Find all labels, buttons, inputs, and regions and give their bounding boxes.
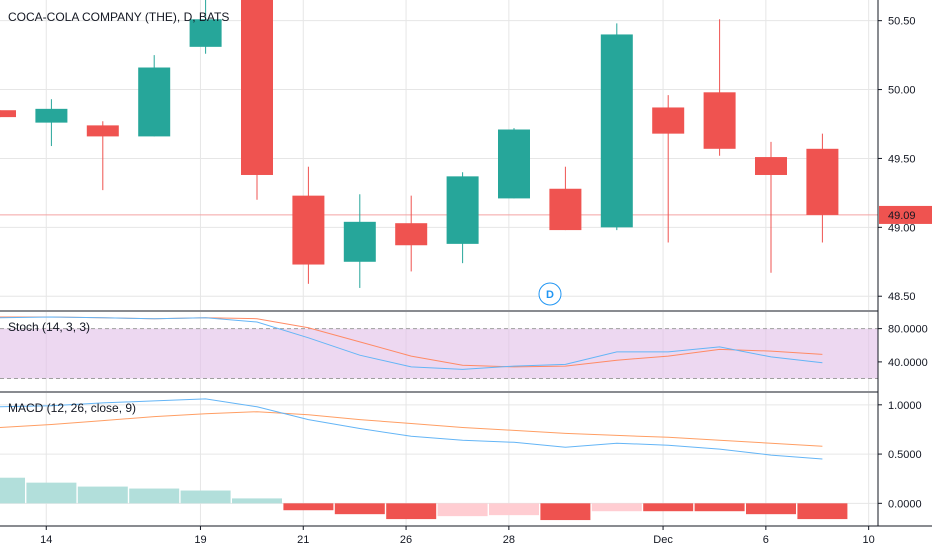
macd-signal-line [0,411,823,447]
time-axis[interactable]: 14 19 21 26 28 Dec 6 10 [0,525,932,546]
candle[interactable] [138,55,171,137]
macd-histogram-bar [26,482,77,504]
candle[interactable] [395,195,428,272]
candle[interactable] [0,110,16,118]
candle[interactable] [755,141,787,273]
stoch-band [0,328,878,379]
candle-body [241,0,273,175]
candle[interactable] [498,128,530,199]
price-axis[interactable]: 48.50 49.00 49.50 50.00 50.50 40.0000 80.0000 0… [877,0,932,526]
candle-body [755,157,787,175]
time-tick-label: 6 [763,534,769,546]
macd-histogram-bar [386,503,437,520]
price-tick-label: 48.50 [888,291,916,303]
candle[interactable] [35,99,68,147]
candle-body [35,108,68,123]
candle-body [292,195,325,265]
candle-body [86,125,119,137]
price-tick-label: 50.00 [888,85,916,97]
macd-histogram-bar [797,503,848,520]
candle-body [189,19,222,47]
candle-body [138,67,171,137]
time-tick-label: 26 [400,534,412,546]
macd-tick-label: 1.0000 [888,400,922,412]
candle[interactable] [86,121,119,191]
macd-pane[interactable]: MACD (12, 26, close, 9) [0,391,878,525]
candle-body [395,223,428,246]
time-tick-label: 21 [297,534,309,546]
candle-body [0,110,16,118]
macd-label: MACD (12, 26, close, 9) [8,401,136,415]
macd-histogram-bar [489,503,539,516]
macd-histogram-bar [283,503,334,511]
price-tick-label: 49.00 [888,222,916,234]
time-tick-label: 19 [194,534,206,546]
stoch-label: Stoch (14, 3, 3) [8,320,90,334]
candle[interactable] [241,0,273,200]
macd-histogram-bar [694,503,745,512]
candle-body [549,188,582,231]
candle[interactable] [189,0,222,54]
dividend-marker[interactable]: D [538,282,562,306]
candle[interactable] [343,194,376,288]
macd-histogram-bar [232,498,282,504]
macd-tick-label: 0.5000 [888,449,922,461]
candle-body [498,129,530,199]
price-tick-label: 50.50 [888,16,916,28]
stoch-tick-label: 80.0000 [888,324,928,336]
price-tick-label: 49.50 [888,153,916,165]
time-tick-label: 10 [863,534,875,546]
macd-histogram-bar [437,503,488,517]
candle[interactable] [703,19,736,156]
candle-body [703,92,736,149]
macd-histogram-bar [129,488,180,504]
time-tick-label: Dec [653,534,673,546]
macd-histogram-bar [591,503,642,512]
dividend-marker-label: D [546,289,554,301]
candle[interactable] [549,166,582,231]
stoch-pane[interactable]: Stoch (14, 3, 3) [0,310,878,391]
macd-histogram-bar [0,477,25,504]
candle-body [806,148,839,215]
last-price-label: 49.09 [888,210,916,222]
macd-histogram-bar [746,503,796,515]
time-tick-label: 28 [503,534,515,546]
last-price-tag: 49.09 [879,205,932,224]
candle-body [652,107,685,134]
candle[interactable] [652,95,685,243]
macd-histogram-bar [540,503,591,521]
chart-title: COCA-COLA COMPANY (THE), D, BATS [8,10,229,24]
candle-body [446,176,479,244]
candle-body [343,221,376,262]
macd-line [0,398,823,460]
candle[interactable] [446,172,479,264]
time-tick-label: 14 [40,534,52,546]
candle[interactable] [600,23,633,231]
macd-histogram-bar [643,503,694,512]
stoch-k-line [0,316,823,370]
macd-histogram-bar [334,503,385,515]
candle-body [600,34,633,228]
price-pane[interactable]: COCA-COLA COMPANY (THE), D, BATS D [0,0,878,310]
macd-histogram-bar [77,486,128,504]
macd-tick-label: 0.0000 [888,498,922,510]
macd-histogram-bar [180,490,231,504]
candle[interactable] [292,166,325,284]
stoch-tick-label: 40.0000 [888,357,928,369]
candle[interactable] [806,133,839,243]
